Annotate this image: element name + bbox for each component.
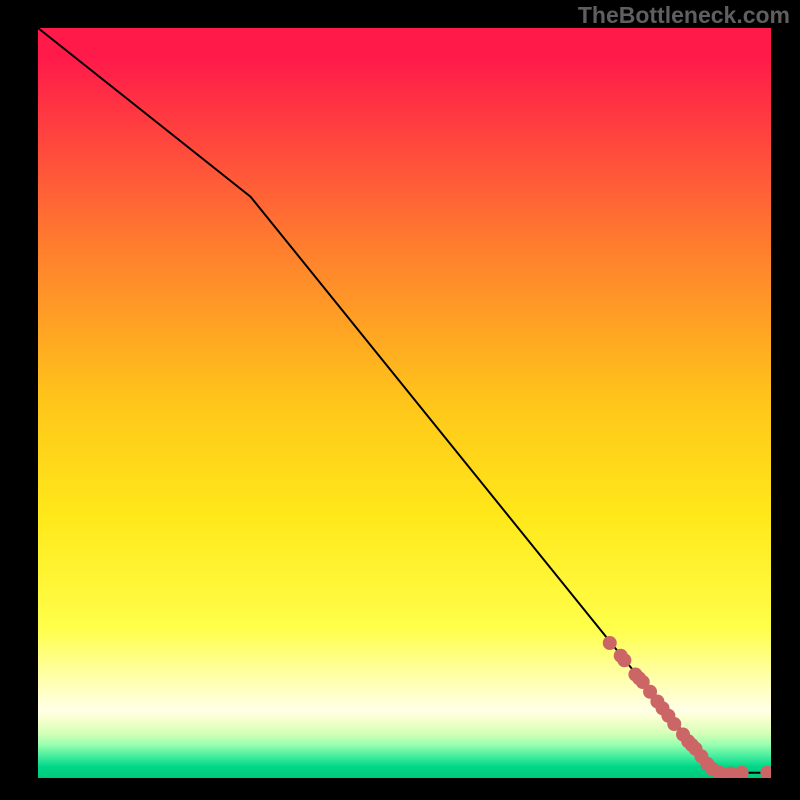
watermark-text: TheBottleneck.com	[578, 2, 790, 29]
plot-area	[38, 28, 771, 778]
plot-canvas	[38, 28, 771, 778]
chart-frame: TheBottleneck.com	[0, 0, 800, 800]
